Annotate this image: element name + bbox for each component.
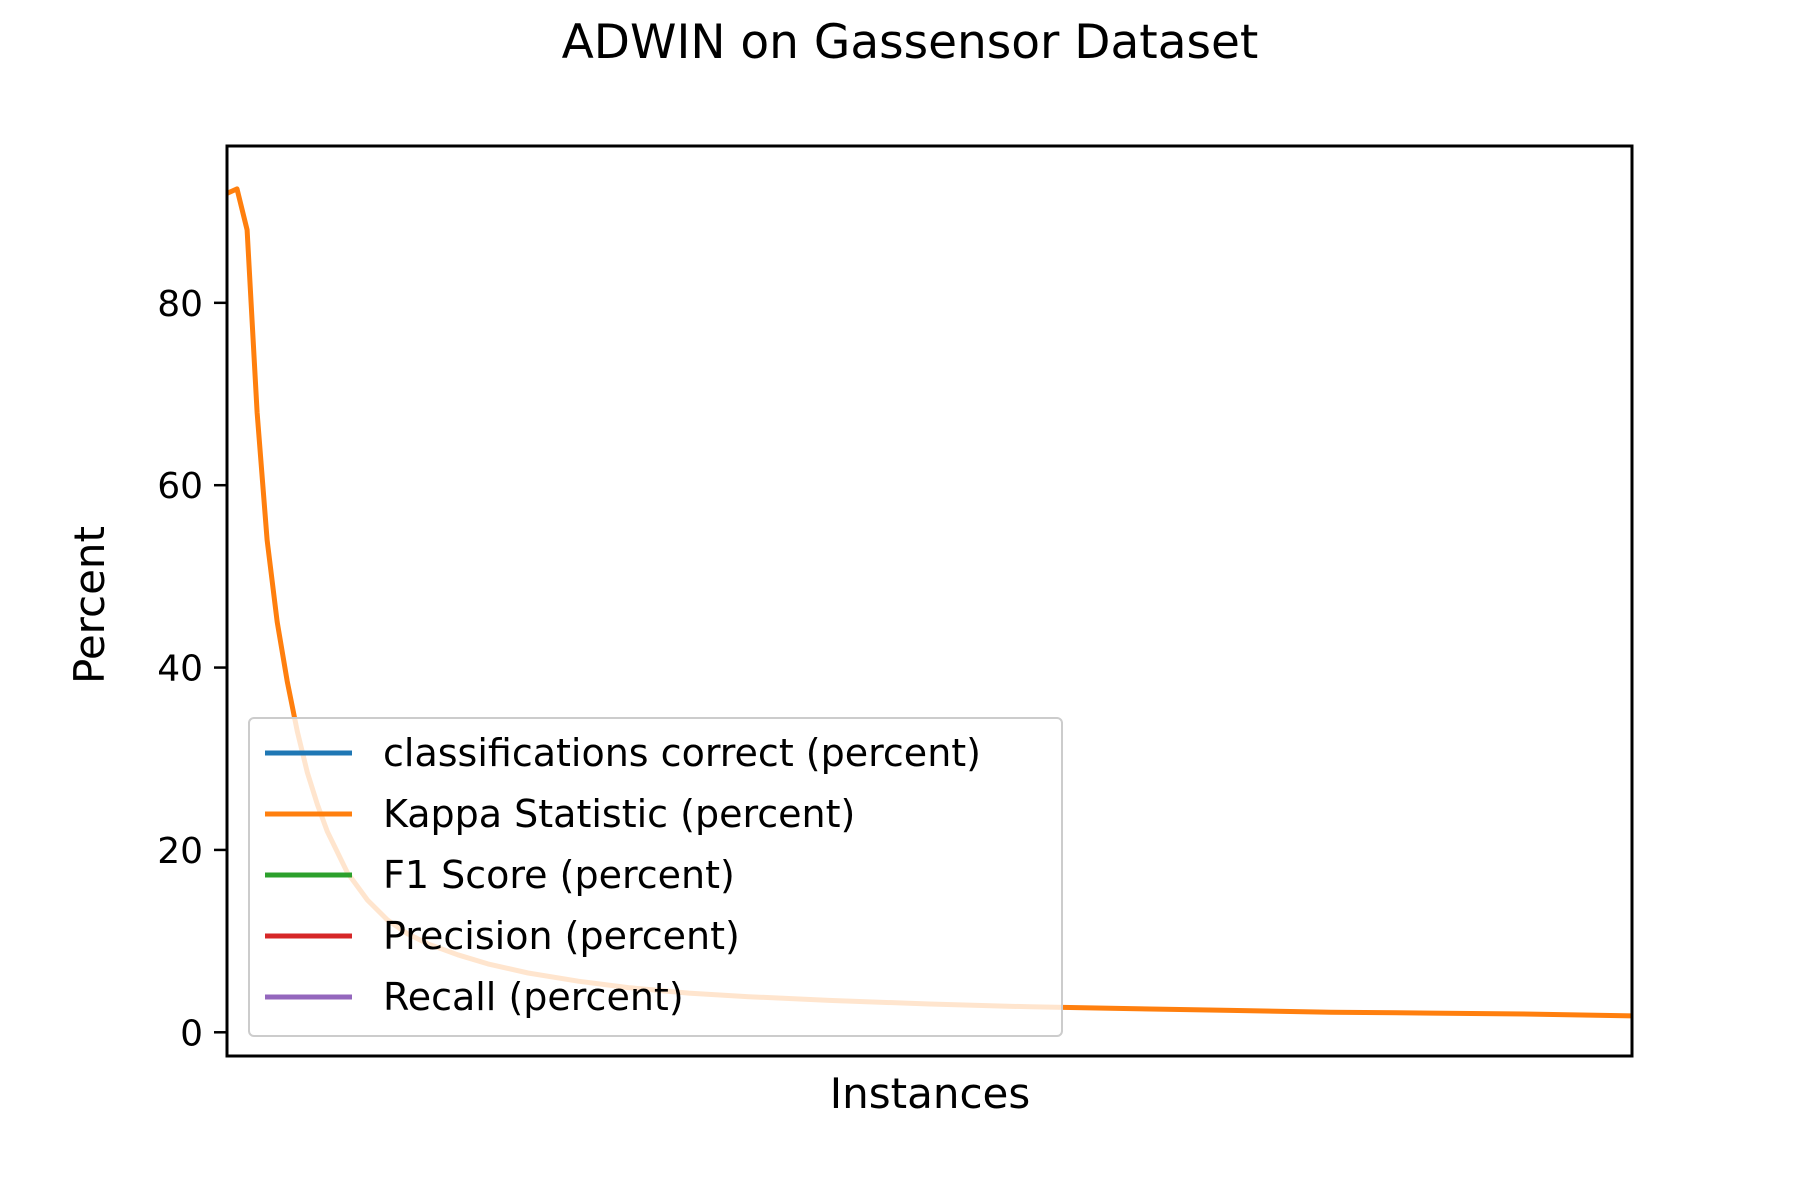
plot-area: classifications correct (percent) Kappa S… bbox=[225, 144, 1634, 1058]
legend: classifications correct (percent) Kappa S… bbox=[248, 717, 1063, 1037]
legend-label: F1 Score (percent) bbox=[383, 853, 735, 897]
x-axis-label: Instances bbox=[830, 1069, 1031, 1118]
y-tick-label: 60 bbox=[157, 466, 203, 507]
y-tick-label: 40 bbox=[157, 649, 203, 690]
legend-box bbox=[248, 717, 1063, 1037]
y-tick-label: 80 bbox=[157, 284, 203, 325]
legend-label: Recall (percent) bbox=[383, 975, 684, 1019]
y-tick-label: 20 bbox=[157, 831, 203, 872]
legend-label: Kappa Statistic (percent) bbox=[383, 792, 855, 836]
y-tick-label: 0 bbox=[180, 1013, 203, 1054]
chart-title: ADWIN on Gassensor Dataset bbox=[562, 15, 1259, 70]
y-axis-label: Percent bbox=[65, 526, 114, 684]
y-axis-ticks: 0 20 40 60 80 bbox=[157, 284, 227, 1054]
plot-frame bbox=[225, 144, 1634, 1058]
legend-label: classifications correct (percent) bbox=[383, 731, 981, 775]
legend-label: Precision (percent) bbox=[383, 914, 740, 958]
